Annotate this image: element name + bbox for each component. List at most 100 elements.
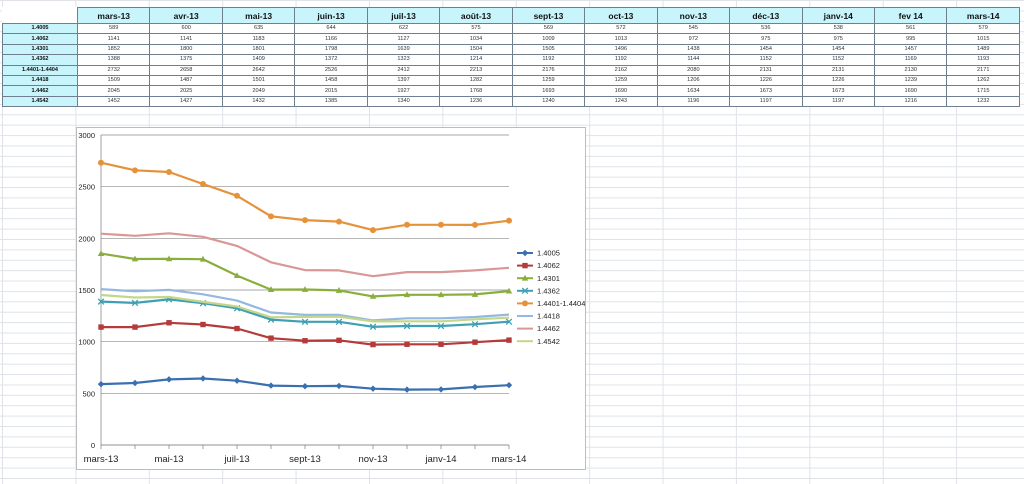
table-cell[interactable]: 1505 [511, 43, 586, 56]
table-cell[interactable]: 1206 [656, 74, 731, 87]
table-cell[interactable]: 1409 [221, 54, 296, 66]
table-cell[interactable]: 2412 [366, 64, 441, 76]
table-cell[interactable]: 1768 [439, 85, 513, 97]
table-cell[interactable]: 2213 [439, 64, 513, 76]
column-header[interactable]: mars-13 [76, 7, 151, 24]
table-cell[interactable]: 1927 [366, 85, 441, 97]
table-cell[interactable]: 575 [439, 22, 513, 35]
table-cell[interactable]: 1432 [221, 95, 296, 108]
table-cell[interactable]: 975 [729, 33, 803, 45]
row-header[interactable]: 1.4418 [2, 74, 78, 87]
table-cell[interactable]: 1496 [584, 43, 658, 56]
table-cell[interactable]: 1323 [366, 54, 441, 66]
table-cell[interactable]: 1197 [729, 95, 803, 108]
table-cell[interactable]: 644 [294, 22, 368, 35]
table-cell[interactable]: 1852 [76, 43, 151, 56]
column-header[interactable]: juil-13 [366, 7, 441, 24]
table-cell[interactable]: 1192 [584, 54, 658, 66]
row-header[interactable]: 1.4062 [2, 33, 78, 45]
table-cell[interactable]: 975 [801, 33, 875, 45]
table-cell[interactable]: 1034 [439, 33, 513, 45]
table-cell[interactable]: 1192 [511, 54, 586, 66]
table-cell[interactable]: 538 [801, 22, 875, 35]
table-cell[interactable]: 2015 [294, 85, 368, 97]
table-cell[interactable]: 1152 [729, 54, 803, 66]
table-cell[interactable]: 2131 [729, 64, 803, 76]
table-cell[interactable]: 1454 [801, 43, 875, 56]
table-cell[interactable]: 1458 [294, 74, 368, 87]
column-header[interactable]: avr-13 [149, 7, 223, 24]
table-cell[interactable]: 1166 [294, 33, 368, 45]
table-cell[interactable]: 1196 [656, 95, 731, 108]
table-cell[interactable]: 545 [656, 22, 731, 35]
table-cell[interactable]: 1013 [584, 33, 658, 45]
table-cell[interactable]: 1243 [584, 95, 658, 108]
table-cell[interactable]: 1798 [294, 43, 368, 56]
table-cell[interactable]: 1193 [946, 54, 1020, 66]
table-cell[interactable]: 572 [584, 22, 658, 35]
table-cell[interactable]: 536 [729, 22, 803, 35]
table-cell[interactable]: 1169 [873, 54, 948, 66]
table-cell[interactable]: 2045 [76, 85, 151, 97]
table-cell[interactable]: 1197 [801, 95, 875, 108]
table-cell[interactable]: 579 [946, 22, 1020, 35]
table-cell[interactable]: 569 [511, 22, 586, 35]
table-cell[interactable]: 622 [366, 22, 441, 35]
column-header[interactable]: mai-13 [221, 7, 296, 24]
table-cell[interactable]: 1240 [511, 95, 586, 108]
table-cell[interactable]: 1152 [801, 54, 875, 66]
column-header[interactable]: janv-14 [801, 7, 875, 24]
table-cell[interactable]: 1009 [511, 33, 586, 45]
table-cell[interactable]: 1452 [76, 95, 151, 108]
table-cell[interactable]: 1634 [656, 85, 731, 97]
table-cell[interactable]: 2162 [584, 64, 658, 76]
table-cell[interactable]: 1693 [511, 85, 586, 97]
table-cell[interactable]: 1375 [149, 54, 223, 66]
table-cell[interactable]: 2130 [873, 64, 948, 76]
table-cell[interactable]: 2658 [149, 64, 223, 76]
table-cell[interactable]: 1259 [584, 74, 658, 87]
table-cell[interactable]: 1372 [294, 54, 368, 66]
table-cell[interactable]: 2642 [221, 64, 296, 76]
table-cell[interactable]: 1504 [439, 43, 513, 56]
table-cell[interactable]: 1397 [366, 74, 441, 87]
table-cell[interactable]: 1457 [873, 43, 948, 56]
row-header[interactable]: 1.4542 [2, 95, 78, 108]
table-cell[interactable]: 635 [221, 22, 296, 35]
table-cell[interactable]: 2526 [294, 64, 368, 76]
column-header[interactable]: août-13 [439, 7, 513, 24]
table-cell[interactable]: 2049 [221, 85, 296, 97]
table-cell[interactable]: 2732 [76, 64, 151, 76]
table-cell[interactable]: 589 [76, 22, 151, 35]
table-cell[interactable]: 1259 [511, 74, 586, 87]
table-cell[interactable]: 2131 [801, 64, 875, 76]
table-cell[interactable]: 600 [149, 22, 223, 35]
table-cell[interactable]: 561 [873, 22, 948, 35]
table-cell[interactable]: 1262 [946, 74, 1020, 87]
table-cell[interactable]: 1144 [656, 54, 731, 66]
table-cell[interactable]: 1141 [76, 33, 151, 45]
table-cell[interactable]: 1715 [946, 85, 1020, 97]
row-header[interactable]: 1.4301 [2, 43, 78, 56]
table-cell[interactable]: 1141 [149, 33, 223, 45]
table-cell[interactable]: 1489 [946, 43, 1020, 56]
table-cell[interactable]: 1226 [801, 74, 875, 87]
table-cell[interactable]: 2025 [149, 85, 223, 97]
table-cell[interactable]: 1427 [149, 95, 223, 108]
column-header[interactable]: oct-13 [584, 7, 658, 24]
table-cell[interactable]: 1216 [873, 95, 948, 108]
table-cell[interactable]: 1690 [584, 85, 658, 97]
column-header[interactable]: mars-14 [946, 7, 1020, 24]
table-cell[interactable]: 1232 [946, 95, 1020, 108]
column-header[interactable]: juin-13 [294, 7, 368, 24]
column-header[interactable]: nov-13 [656, 7, 731, 24]
row-header[interactable]: 1.4005 [2, 22, 78, 35]
table-cell[interactable]: 1282 [439, 74, 513, 87]
table-cell[interactable]: 1487 [149, 74, 223, 87]
table-cell[interactable]: 1340 [366, 95, 441, 108]
row-header[interactable]: 1.4401-1.4404 [2, 64, 78, 76]
table-cell[interactable]: 2176 [511, 64, 586, 76]
column-header[interactable]: fev 14 [873, 7, 948, 24]
table-cell[interactable]: 1236 [439, 95, 513, 108]
table-cell[interactable]: 972 [656, 33, 731, 45]
